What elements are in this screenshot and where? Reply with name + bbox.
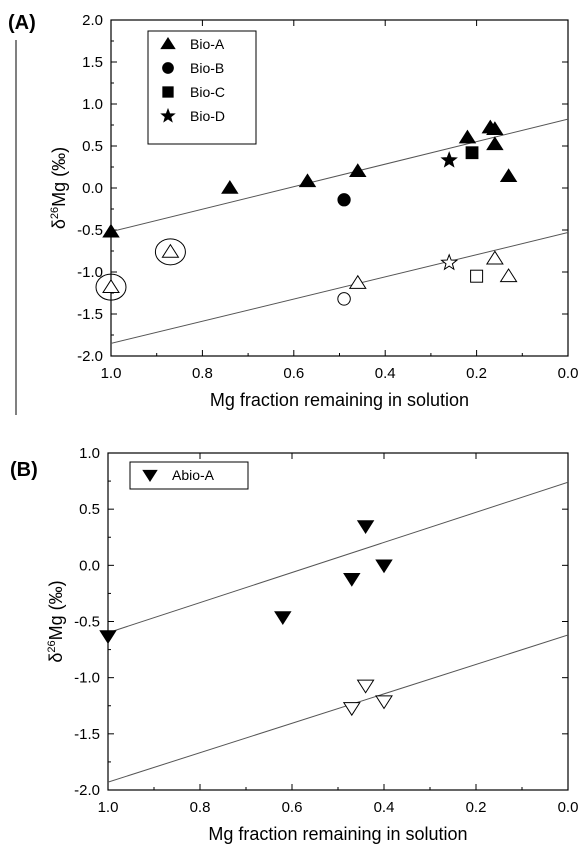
legend-label: Bio-A	[190, 36, 225, 52]
legend-label: Abio-A	[172, 467, 215, 483]
legend-marker-triangle-down	[142, 469, 158, 483]
x-tick-label: 0.2	[466, 799, 487, 816]
legend-marker-star	[160, 107, 176, 123]
x-tick-label: 1.0	[101, 365, 122, 382]
y-axis-title-suffix: Mg (‰)	[49, 147, 69, 207]
y-tick-label: 1.0	[82, 96, 103, 113]
filled-triangle-point	[458, 129, 477, 144]
filled-star-point	[440, 151, 458, 168]
filled-triangle-down-point	[375, 559, 393, 574]
x-tick-label: 0.8	[192, 365, 213, 382]
y-tick-label: -0.5	[74, 614, 100, 631]
filled-triangle-down-point	[99, 630, 117, 645]
legend: Bio-A Bio-B Bio-C Bio-D	[147, 30, 257, 145]
legend: Abio-A	[129, 461, 249, 490]
filled-triangle-point	[499, 168, 518, 183]
filled-triangle-down-point	[274, 611, 292, 625]
plot-frame	[107, 452, 569, 791]
legend-marker-square	[162, 86, 174, 98]
open-triangle-point	[102, 278, 120, 294]
open-triangle-point	[161, 243, 180, 258]
open-star-point	[440, 253, 459, 271]
legend-label: Bio-B	[190, 60, 224, 76]
x-axis-title: Mg fraction remaining in solution	[210, 390, 469, 410]
open-triangle-point	[485, 250, 504, 265]
panel-label: (B)	[10, 459, 38, 481]
y-tick-label: -1.5	[74, 726, 100, 743]
open-circle-point	[337, 292, 351, 306]
filled-triangle-point	[349, 163, 367, 178]
highlight-ring	[154, 238, 186, 266]
filled-square-point	[465, 146, 479, 160]
filled-circle-point	[337, 193, 351, 207]
x-tick-label: 0.0	[558, 799, 579, 816]
x-tick-label: 0.4	[375, 365, 396, 382]
y-tick-label: 0.5	[79, 501, 100, 518]
x-tick-label: 0.6	[283, 365, 304, 382]
y-tick-label: 0.5	[82, 138, 103, 155]
x-tick-label: 1.0	[98, 799, 119, 816]
regression-line	[111, 232, 568, 344]
y-tick-label: 0.0	[79, 557, 100, 574]
y-tick-label: -2.0	[74, 782, 100, 799]
x-tick-label: 0.2	[466, 365, 487, 382]
x-tick-label: 0.8	[190, 799, 211, 816]
y-tick-label: -2.0	[77, 348, 103, 365]
filled-triangle-down-point	[356, 520, 375, 534]
y-tick-label: 1.5	[82, 54, 103, 71]
highlight-ring	[95, 273, 127, 301]
legend-label: Bio-C	[190, 84, 225, 100]
y-tick-label: -0.5	[77, 222, 103, 239]
x-axis-title: Mg fraction remaining in solution	[208, 824, 467, 844]
regression-line	[111, 118, 568, 233]
chart-panel-b: (B) 1.0 0.8 0.6 0.4 0.2 0.0 1.0 0.5 0.0 -0.5 -1.0 -1…	[10, 445, 578, 844]
y-tick-label: 0.0	[82, 180, 103, 197]
y-tick-label: 1.0	[79, 445, 100, 462]
filled-triangle-point	[486, 136, 504, 151]
open-triangle-down-point	[356, 679, 375, 694]
filled-triangle-point	[102, 223, 120, 238]
legend-label: Bio-D	[190, 108, 225, 124]
open-triangle-point	[348, 274, 367, 289]
open-triangle-point	[499, 268, 518, 283]
chart-panel-a: (A) 1.0 0.8 0.6 0.4 0.2 0.0 2.0 1.5 1.0 0.5 0.0 -0.5…	[8, 12, 578, 410]
open-triangle-down-point	[375, 695, 393, 710]
regression-line	[108, 481, 568, 634]
y-tick-label: -1.0	[77, 264, 103, 281]
open-triangle-down-point	[342, 702, 361, 717]
panel-label: (A)	[8, 12, 36, 34]
legend-marker-triangle	[160, 36, 176, 50]
y-axis-title-prefix: δ	[49, 219, 69, 229]
y-axis-title-superscript: 26	[49, 207, 61, 219]
y-axis-title-prefix: δ	[46, 653, 66, 663]
y-tick-label: -1.5	[77, 306, 103, 323]
filled-triangle-down-point	[343, 573, 361, 587]
x-tick-label: 0.0	[558, 365, 579, 382]
y-axis-title: δ26Mg (‰)	[49, 147, 69, 229]
open-square-point	[470, 269, 484, 283]
y-tick-label: 2.0	[82, 12, 103, 29]
filled-triangle-point	[221, 180, 239, 194]
regression-line	[108, 634, 568, 783]
legend-marker-circle	[162, 62, 174, 74]
x-tick-label: 0.6	[282, 799, 303, 816]
y-axis-title-suffix: Mg (‰)	[46, 580, 66, 640]
y-axis-title-superscript: 26	[46, 640, 58, 652]
y-axis-title: δ26Mg (‰)	[46, 580, 66, 662]
filled-triangle-point	[298, 173, 317, 188]
y-tick-label: -1.0	[74, 670, 100, 687]
filled-triangle-point	[486, 121, 504, 136]
x-tick-label: 0.4	[374, 799, 395, 816]
